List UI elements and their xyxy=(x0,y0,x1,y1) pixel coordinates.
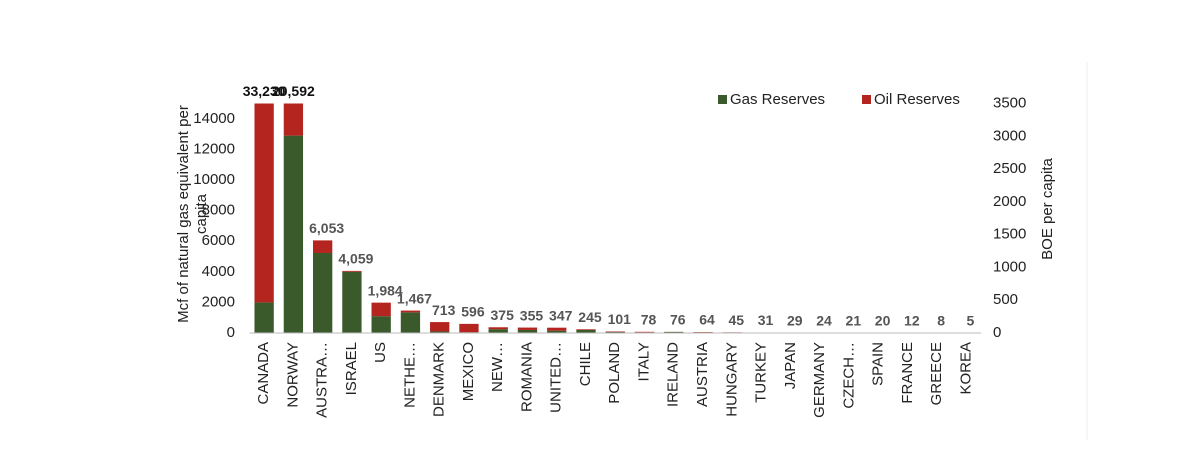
y2-tick-label: 500 xyxy=(993,291,1018,308)
total-label: 347 xyxy=(549,307,573,323)
x-tick-label: ITALY xyxy=(635,342,652,381)
y2-tick-label: 3000 xyxy=(993,127,1026,144)
total-label: 596 xyxy=(461,304,485,320)
x-tick-label: NORWAY xyxy=(284,342,301,408)
x-tick-label: POLAND xyxy=(606,342,623,404)
bar-segment xyxy=(401,311,420,313)
total-label: 45 xyxy=(729,312,745,328)
x-tick-label: AUSTRIA xyxy=(694,342,711,407)
bar-segment xyxy=(459,324,478,332)
legend-label: Oil Reserves xyxy=(874,91,960,108)
bar-segment xyxy=(489,329,508,333)
bar-segment xyxy=(401,312,420,333)
total-label: 245 xyxy=(578,309,602,325)
x-tick-label: SPAIN xyxy=(870,342,887,386)
bar-segment xyxy=(430,322,449,331)
y2-tick-label: 2000 xyxy=(993,193,1026,210)
total-label: 4,059 xyxy=(338,251,373,267)
bar-segment xyxy=(635,332,654,333)
y2-tick-label: 2500 xyxy=(993,160,1026,177)
y2-tick-label: 0 xyxy=(993,324,1001,341)
bar-segment xyxy=(284,136,303,333)
x-tick-label: AUSTRA… xyxy=(314,342,331,418)
x-tick-label: CANADA xyxy=(255,342,272,405)
bar-segment xyxy=(342,272,361,333)
y-tick-label: 0 xyxy=(227,324,235,341)
bar-segment xyxy=(372,303,391,317)
total-label: 76 xyxy=(670,312,686,328)
x-tick-label: CHILE xyxy=(577,342,594,386)
total-label: 20,592 xyxy=(272,83,315,99)
bar-segment xyxy=(372,316,391,333)
total-label: 375 xyxy=(491,307,515,323)
bar-segment xyxy=(254,0,273,302)
x-tick-label: KOREA xyxy=(957,342,974,395)
total-label: 5 xyxy=(966,313,974,329)
x-tick-label: FRANCE xyxy=(899,342,916,404)
y2-tick-label: 1500 xyxy=(993,226,1026,243)
total-label: 31 xyxy=(758,312,774,328)
x-tick-label: US xyxy=(372,342,389,363)
x-tick-label: IRELAND xyxy=(665,342,682,407)
x-tick-label: NETHE… xyxy=(401,342,418,408)
bar-segment xyxy=(284,18,303,136)
y2-tick-label: 1000 xyxy=(993,258,1026,275)
bar-segment xyxy=(313,253,332,333)
legend-swatch xyxy=(718,95,727,104)
bar-segment xyxy=(576,329,595,330)
total-label: 20 xyxy=(875,312,891,328)
total-label: 64 xyxy=(699,312,715,328)
total-label: 78 xyxy=(641,312,657,328)
y2-tick-label: 3500 xyxy=(993,94,1026,111)
total-label: 6,053 xyxy=(309,220,344,236)
bar-segment xyxy=(342,271,361,272)
total-label: 29 xyxy=(787,312,803,328)
x-tick-label: DENMARK xyxy=(431,342,448,417)
legend-swatch xyxy=(862,95,871,104)
x-tick-label: GREECE xyxy=(928,342,945,405)
bar-segment xyxy=(489,327,508,329)
bar-segment xyxy=(254,302,273,333)
legend-label: Gas Reserves xyxy=(730,91,825,108)
y2-axis-title: BOE per capita xyxy=(1039,139,1057,279)
total-label: 8 xyxy=(937,313,945,329)
x-tick-label: ISRAEL xyxy=(343,342,360,395)
x-tick-label: HUNGARY xyxy=(723,342,740,417)
x-tick-label: CZECH… xyxy=(840,342,857,409)
total-label: 12 xyxy=(904,313,920,329)
total-label: 21 xyxy=(846,312,862,328)
bars xyxy=(254,0,976,333)
total-label: 101 xyxy=(608,311,632,327)
total-label: 713 xyxy=(432,302,456,318)
total-label: 24 xyxy=(816,312,832,328)
bar-segment xyxy=(518,328,537,330)
bar-segment xyxy=(547,328,566,331)
x-tick-label: MEXICO xyxy=(460,342,477,401)
x-tick-label: TURKEY xyxy=(753,342,770,403)
bar-segment xyxy=(313,240,332,253)
x-tick-label: ROMANIA xyxy=(518,342,535,412)
x-tick-label: UNITED… xyxy=(548,342,565,413)
total-label: 355 xyxy=(520,307,544,323)
y-axis-title: Mcf of natural gas equivalent per capita xyxy=(175,104,211,324)
x-tick-label: GERMANY xyxy=(811,342,828,418)
x-tick-label: JAPAN xyxy=(782,342,799,389)
total-label: 1,467 xyxy=(397,290,432,306)
x-tick-label: NEW… xyxy=(489,342,506,392)
